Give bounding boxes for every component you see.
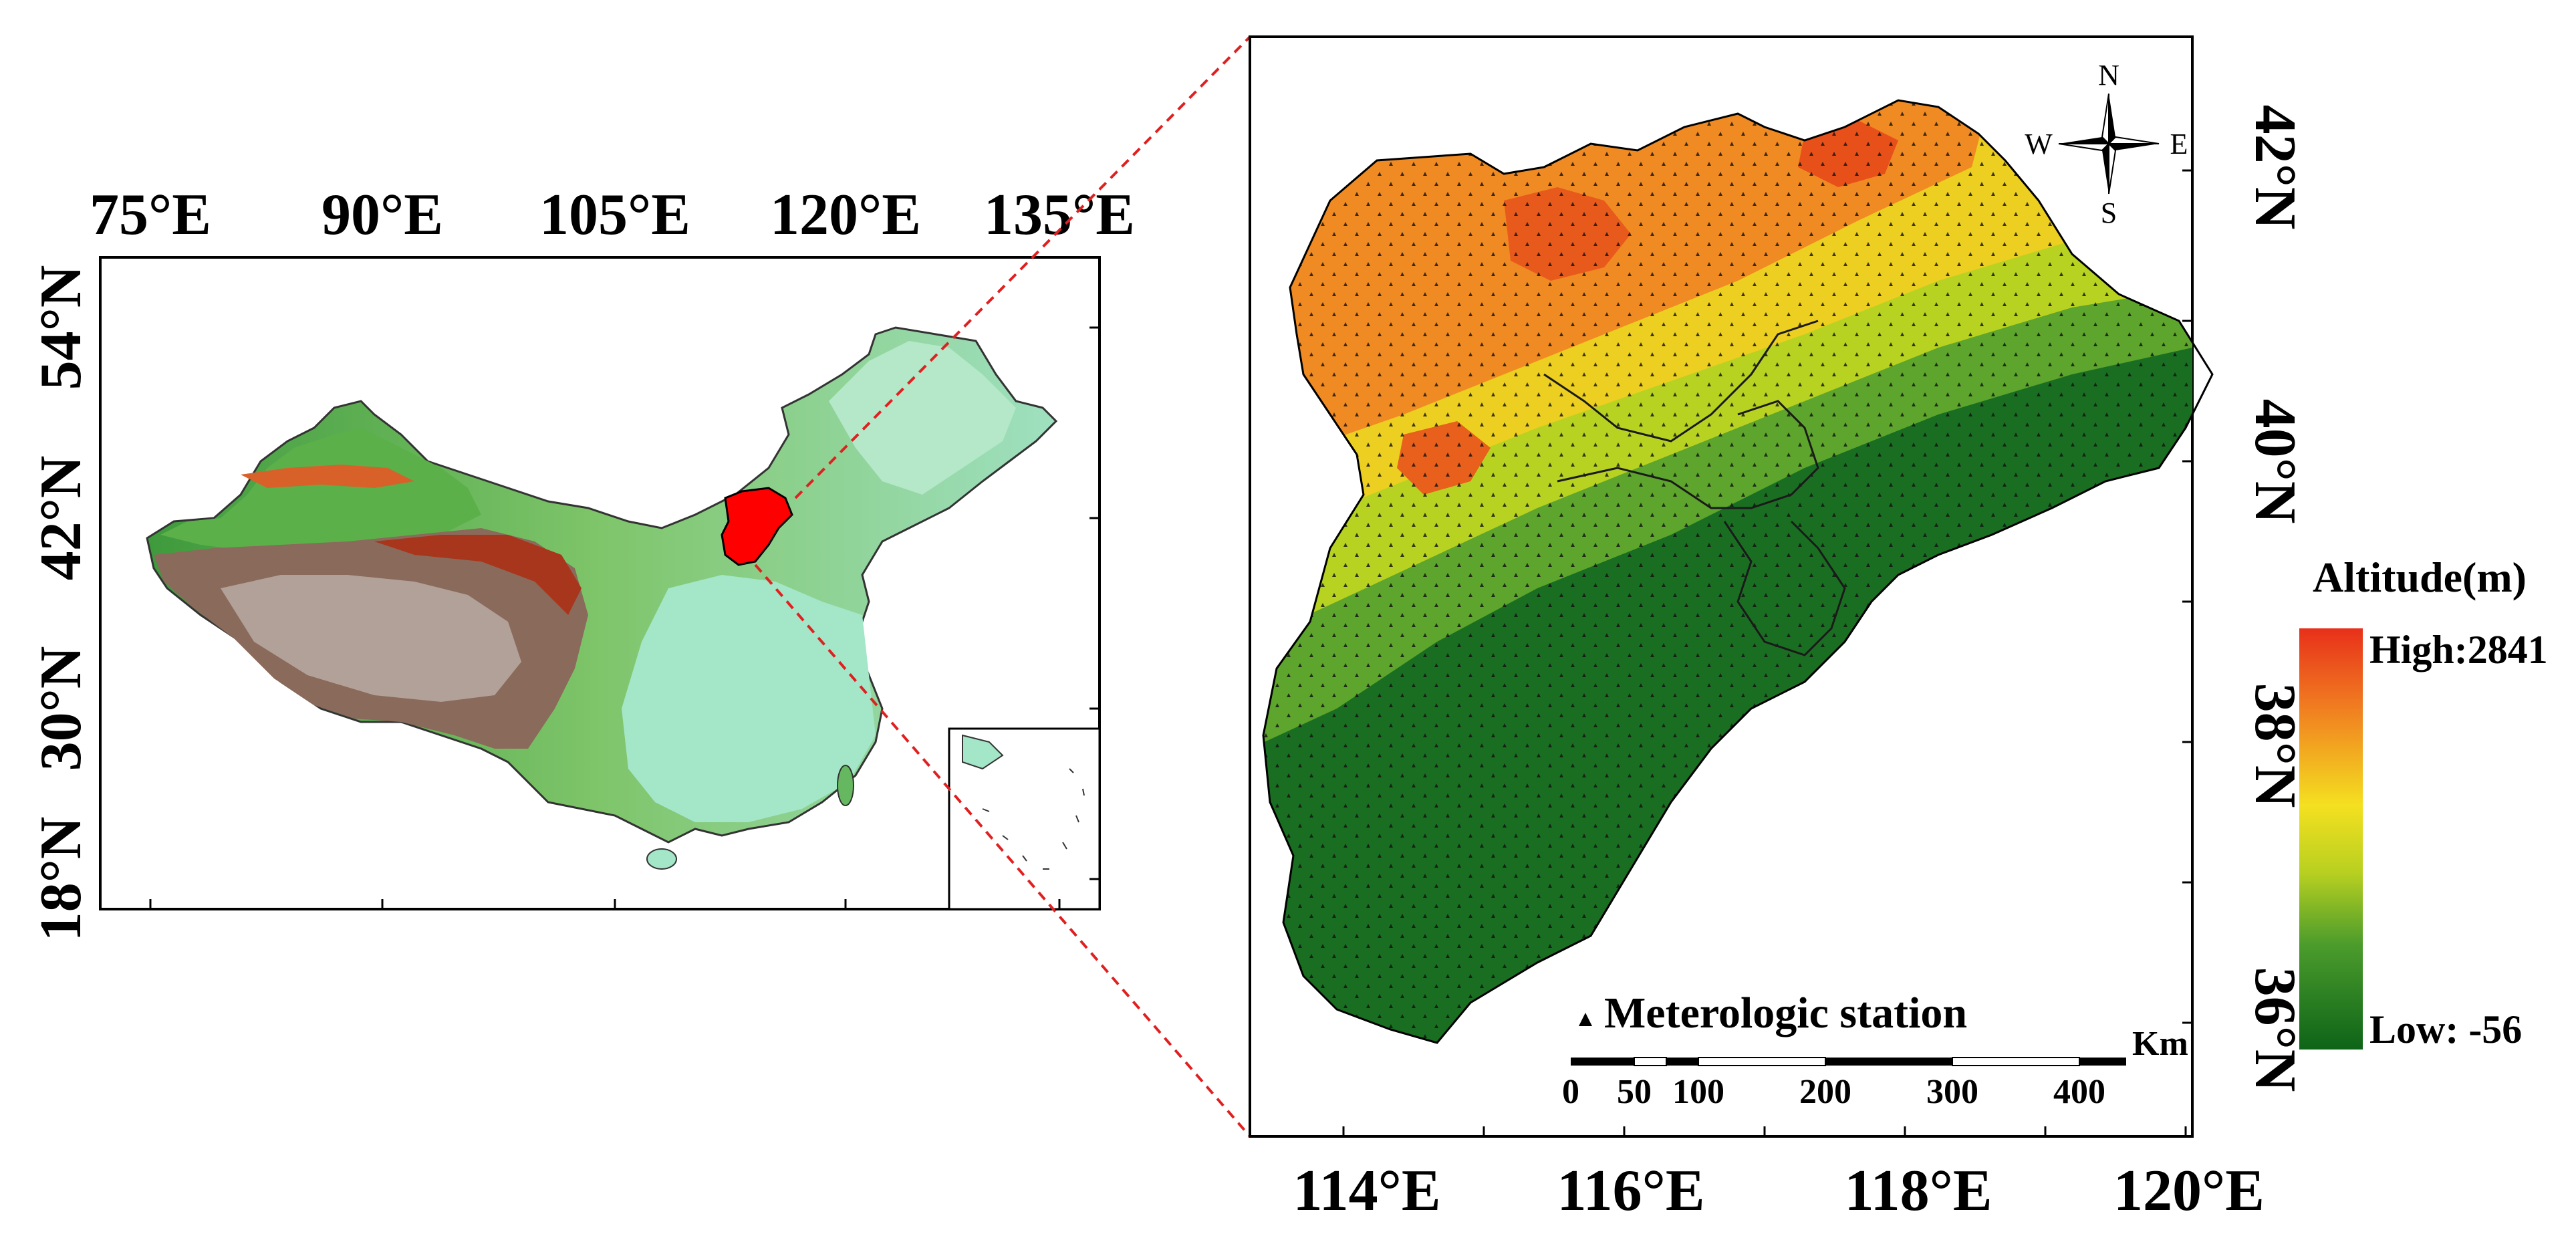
compass-e: E — [2170, 128, 2188, 160]
altitude-legend: Altitude(m) High:2841 Low: -56 — [2299, 553, 2548, 1052]
eastern-lowlands — [622, 575, 876, 822]
detail-lat-tick: 42°N — [2242, 105, 2307, 230]
scale-tick-label: 100 — [1672, 1073, 1724, 1111]
northwest-basin — [160, 428, 481, 555]
tibetan-plateau-snow — [221, 575, 521, 702]
scale-tick-label: 200 — [1799, 1073, 1851, 1111]
zoom-connector-bottom — [754, 564, 1251, 1138]
detail-lon-tick: 120°E — [2113, 1158, 2265, 1223]
scale-tick-label: 400 — [2053, 1073, 2105, 1111]
scale-bar: Km 0 50 100 200 300 400 — [1562, 1025, 2188, 1111]
detail-lon-tick: 118°E — [1844, 1158, 1992, 1223]
highlight-region — [721, 487, 793, 566]
compass-rose: N S E W — [2025, 59, 2188, 229]
south-china-sea-inset — [948, 727, 1101, 910]
detail-lon-tick: 116°E — [1557, 1158, 1704, 1223]
scale-tick-label: 50 — [1617, 1073, 1652, 1111]
detail-lat-tick: 40°N — [2242, 399, 2307, 524]
compass-s: S — [2101, 197, 2117, 229]
overview-lon-tick: 75°E — [90, 182, 211, 247]
detail-lat-ticks: 42°N 40°N 38°N 36°N — [2242, 105, 2307, 1092]
taiwan-island — [837, 765, 854, 806]
scale-tick-label: 300 — [1926, 1073, 1978, 1111]
overview-lat-ticks: 54°N 42°N 30°N 18°N — [29, 265, 94, 942]
northeast-lowlands — [829, 341, 1016, 495]
detail-tick-marks — [1342, 169, 2192, 1136]
legend-color-ramp — [2299, 628, 2363, 1050]
scale-unit: Km — [2132, 1025, 2188, 1063]
legend-low-label: Low: -56 — [2369, 1007, 2522, 1052]
legend-title: Altitude(m) — [2313, 553, 2527, 601]
overview-lat-tick: 30°N — [29, 646, 94, 771]
zoom-connector-top — [794, 35, 1251, 499]
overview-lat-tick: 54°N — [29, 265, 94, 390]
detail-lat-tick: 38°N — [2242, 683, 2307, 808]
station-legend-label: Meterologic station — [1604, 989, 1967, 1037]
detail-lon-ticks: 114°E 116°E 118°E 120°E — [1293, 1158, 2264, 1223]
zoom-connectors — [754, 35, 1251, 1138]
detail-lon-tick: 114°E — [1293, 1158, 1440, 1223]
overview-map: 75°E 90°E 105°E 120°E 135°E 54°N 42°N 30… — [29, 182, 1135, 941]
inset-coast — [962, 734, 1004, 770]
study-region-outline — [1262, 99, 2214, 1044]
detail-lat-tick: 36°N — [2242, 967, 2307, 1092]
compass-w: W — [2025, 128, 2053, 160]
station-legend-icon — [1579, 1013, 1592, 1026]
hainan-island — [646, 848, 677, 870]
overview-lon-tick: 120°E — [770, 182, 921, 247]
scale-tick-label: 0 — [1562, 1073, 1579, 1111]
overview-tick-marks — [149, 326, 1100, 909]
tianshan-ridge — [241, 465, 414, 488]
overview-lat-tick: 42°N — [29, 456, 94, 581]
station-legend: Meterologic station — [1579, 989, 1967, 1037]
compass-n: N — [2098, 59, 2119, 92]
overview-lon-tick: 105°E — [539, 182, 690, 247]
overview-lat-tick: 18°N — [29, 817, 94, 942]
overview-lon-ticks: 75°E 90°E 105°E 120°E 135°E — [90, 182, 1135, 247]
legend-high-label: High:2841 — [2369, 628, 2548, 672]
plateau-rim — [374, 535, 582, 615]
overview-lon-tick: 135°E — [984, 182, 1135, 247]
overview-lon-tick: 90°E — [321, 182, 443, 247]
inset-islands — [982, 768, 1085, 870]
detail-map: N S E W Meterologic station Km 0 50 100 … — [1249, 35, 2307, 1223]
